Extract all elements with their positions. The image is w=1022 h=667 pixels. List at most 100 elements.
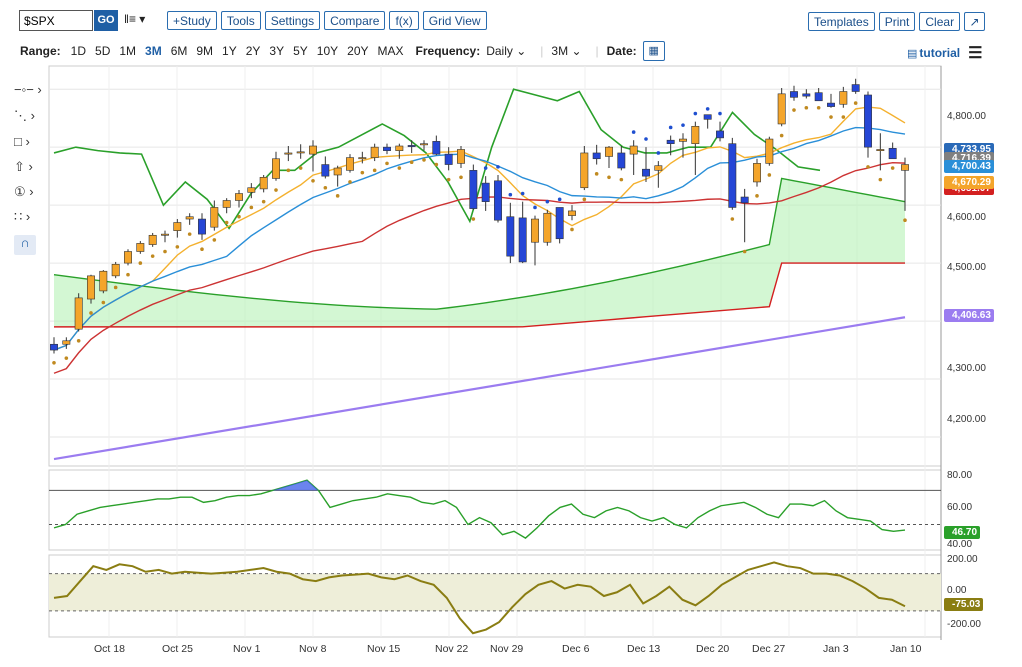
sar-dot xyxy=(557,197,562,202)
sar-dot xyxy=(742,249,747,254)
sar-dot xyxy=(89,311,93,315)
candle-body xyxy=(333,167,342,176)
range-20y[interactable]: 20Y xyxy=(347,44,369,58)
period-dropdown[interactable]: 3M ⌄ xyxy=(551,44,581,58)
chevron-right-icon: › xyxy=(33,82,42,97)
candle-body xyxy=(272,158,280,179)
arrow-tool[interactable]: ⇧ › xyxy=(14,159,44,179)
range-9m[interactable]: 9M xyxy=(196,44,214,58)
sar-dot xyxy=(693,111,698,116)
sar-dot xyxy=(545,199,550,204)
fib-tool[interactable]: ∷ › xyxy=(14,209,44,229)
expand-icon: ↗ xyxy=(969,15,980,29)
range-5d[interactable]: 5D xyxy=(95,44,111,58)
candle-body xyxy=(247,187,256,193)
magnet-tool[interactable]: ∩ xyxy=(14,235,36,255)
tutorial-label: tutorial xyxy=(919,46,961,60)
range-3m[interactable]: 3M xyxy=(145,44,162,58)
candle-body xyxy=(210,207,219,228)
trend-tool[interactable]: ⋱ › xyxy=(14,108,44,128)
senkou-span-b xyxy=(54,262,905,328)
divider: | xyxy=(540,44,544,58)
y-tick: 4,200.00 xyxy=(947,414,986,425)
range-max[interactable]: MAX xyxy=(377,44,404,58)
x-tick: Nov 1 xyxy=(233,643,261,655)
candle-body xyxy=(481,182,490,202)
x-tick: Dec 27 xyxy=(752,643,786,655)
sar-dot xyxy=(804,105,809,110)
add-study-button[interactable]: +Study xyxy=(167,11,217,30)
sar-dot xyxy=(594,172,599,176)
candle-body xyxy=(62,340,71,345)
sar-dot xyxy=(372,168,377,173)
candle-body xyxy=(395,145,404,151)
fibonacci-icon: ∷ xyxy=(14,209,23,224)
candle-body xyxy=(642,168,650,177)
candle-body xyxy=(370,146,379,158)
print-button[interactable]: Print xyxy=(878,12,916,31)
chart-type-selector[interactable]: ‖≡ ▾ xyxy=(124,12,145,26)
ichimoku-cloud xyxy=(54,178,905,327)
range-10y[interactable]: 10Y xyxy=(316,44,339,58)
candle-body xyxy=(296,151,305,154)
cci-band xyxy=(49,573,941,611)
x-tick: Nov 15 xyxy=(367,643,401,655)
range-5y[interactable]: 5Y xyxy=(293,44,308,58)
sar-dot xyxy=(816,105,821,110)
candle-body xyxy=(814,92,823,102)
sar-dot xyxy=(187,232,192,236)
candle-body xyxy=(592,152,601,160)
sar-dot xyxy=(718,111,722,116)
compare-button[interactable]: Compare xyxy=(324,11,386,30)
sar-dot xyxy=(348,180,352,184)
go-button[interactable]: GO xyxy=(94,10,118,31)
sar-dot xyxy=(335,194,340,198)
film-icon: ▤ xyxy=(907,47,918,60)
expand-button[interactable]: ↗ xyxy=(964,12,986,31)
x-tick: Dec 13 xyxy=(627,643,661,655)
sar-dot xyxy=(163,249,167,254)
shape-tool[interactable]: □ › xyxy=(14,134,44,154)
sar-dot xyxy=(841,115,846,119)
clear-button[interactable]: Clear xyxy=(919,12,961,31)
line-tool[interactable]: −◦− › xyxy=(14,82,44,102)
sar-dot xyxy=(64,356,69,360)
candle-body xyxy=(198,218,206,235)
candle-body xyxy=(444,153,453,165)
x-tick: Dec 6 xyxy=(562,643,590,655)
candle-body xyxy=(284,152,293,155)
symbol-input[interactable] xyxy=(19,10,93,31)
candle-body xyxy=(136,243,145,252)
range-1m[interactable]: 1M xyxy=(119,44,137,58)
grid-view-button[interactable]: Grid View xyxy=(422,11,487,30)
tutorial-link[interactable]: ▤ tutorial ☰ xyxy=(907,43,982,63)
range-6m[interactable]: 6M xyxy=(170,44,188,58)
candle-body xyxy=(740,196,749,204)
rsi-overbought-fill xyxy=(249,480,319,491)
fx-button[interactable]: f(x) xyxy=(389,11,419,30)
candle-body xyxy=(716,130,724,139)
calendar-button[interactable]: ▦ xyxy=(642,41,665,61)
sar-dot xyxy=(446,177,451,182)
chevron-right-icon: › xyxy=(22,209,31,224)
tools-button[interactable]: Tools xyxy=(220,11,261,30)
sar-dot xyxy=(668,125,673,130)
chevron-right-icon: › xyxy=(25,184,34,199)
sar-dot xyxy=(261,199,266,204)
range-3y[interactable]: 3Y xyxy=(269,44,285,58)
label-tool[interactable]: ① › xyxy=(14,184,44,204)
rsi-line xyxy=(53,479,906,539)
settings-button[interactable]: Settings xyxy=(264,11,321,30)
range-2y[interactable]: 2Y xyxy=(245,44,261,58)
frequency-dropdown[interactable]: Daily ⌄ xyxy=(486,44,526,58)
candle-body xyxy=(346,157,354,171)
templates-button[interactable]: Templates xyxy=(808,12,875,31)
circle-number-icon: ① xyxy=(14,184,26,199)
toolbar-right-buttons: Templates Print Clear ↗ xyxy=(808,12,989,31)
sar-dot xyxy=(76,338,81,343)
cci-line xyxy=(53,561,906,635)
menu-icon[interactable]: ☰ xyxy=(968,45,983,62)
range-1y[interactable]: 1Y xyxy=(222,44,237,58)
range-1d[interactable]: 1D xyxy=(70,44,87,58)
